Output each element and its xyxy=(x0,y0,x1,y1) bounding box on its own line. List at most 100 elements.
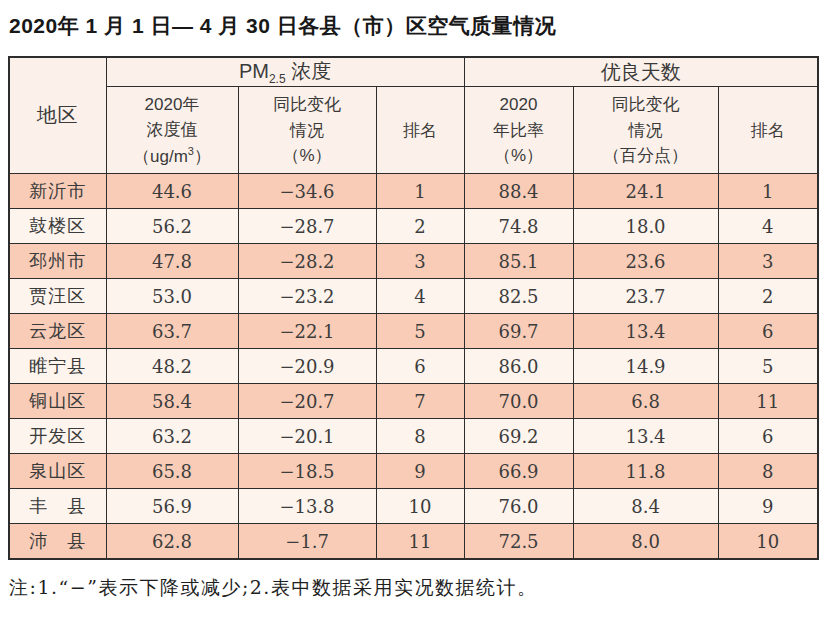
days-change-cell: 18.0 xyxy=(573,209,718,244)
days-ratio-cell: 88.4 xyxy=(464,174,573,209)
header-group-row: 地区 PM2.5 浓度 优良天数 xyxy=(9,57,818,87)
region-cell: 沛 县 xyxy=(9,524,106,560)
pm-value-cell: 56.9 xyxy=(106,489,238,524)
days-change-line2: 情况 xyxy=(576,118,716,144)
days-change-line1: 同比变化 xyxy=(576,92,716,118)
days-ratio-line1: 2020 xyxy=(467,92,571,118)
days-change-cell: 6.8 xyxy=(573,384,718,419)
pm-rank-cell: 7 xyxy=(376,384,464,419)
header-pm-change: 同比变化 情况 （%） xyxy=(238,87,376,174)
pm-value-cell: 58.4 xyxy=(106,384,238,419)
pm-value-cell: 56.2 xyxy=(106,209,238,244)
region-cell: 邳州市 xyxy=(9,244,106,279)
days-change-cell: 24.1 xyxy=(573,174,718,209)
days-rank-cell: 3 xyxy=(718,244,818,279)
pm-rank-cell: 5 xyxy=(376,314,464,349)
header-days-change: 同比变化 情况 （百分点） xyxy=(573,87,718,174)
days-ratio-cell: 69.7 xyxy=(464,314,573,349)
days-change-cell: 8.0 xyxy=(573,524,718,560)
days-ratio-cell: 76.0 xyxy=(464,489,573,524)
table-row: 铜山区 58.4 −20.7 7 70.0 6.8 11 xyxy=(9,384,818,419)
days-rank-cell: 5 xyxy=(718,349,818,384)
table-row: 睢宁县 48.2 −20.9 6 86.0 14.9 5 xyxy=(9,349,818,384)
pm-rank-cell: 2 xyxy=(376,209,464,244)
days-rank-cell: 1 xyxy=(718,174,818,209)
pm-value-cell: 48.2 xyxy=(106,349,238,384)
pm-change-cell: −18.5 xyxy=(238,454,376,489)
pm-value-cell: 63.7 xyxy=(106,314,238,349)
days-ratio-cell: 66.9 xyxy=(464,454,573,489)
pm-rank-cell: 1 xyxy=(376,174,464,209)
pm-change-cell: −20.7 xyxy=(238,384,376,419)
pm-value-cell: 65.8 xyxy=(106,454,238,489)
table-row: 云龙区 63.7 −22.1 5 69.7 13.4 6 xyxy=(9,314,818,349)
header-sub-row: 2020年 浓度值 （ug/m3） 同比变化 情况 （%） 排名 2020 年比… xyxy=(9,87,818,174)
header-pm-value: 2020年 浓度值 （ug/m3） xyxy=(106,87,238,174)
pm-change-cell: −20.1 xyxy=(238,419,376,454)
header-region: 地区 xyxy=(9,57,106,174)
days-change-cell: 13.4 xyxy=(573,419,718,454)
air-quality-table: 地区 PM2.5 浓度 优良天数 2020年 浓度值 （ug/m3） 同比变化 … xyxy=(8,56,819,560)
pm-change-cell: −20.9 xyxy=(238,349,376,384)
days-ratio-cell: 85.1 xyxy=(464,244,573,279)
pm-rank-cell: 4 xyxy=(376,279,464,314)
header-days-ratio: 2020 年比率 （%） xyxy=(464,87,573,174)
days-rank-cell: 6 xyxy=(718,314,818,349)
pm-change-cell: −13.8 xyxy=(238,489,376,524)
table-row: 沛 县 62.8 −1.7 11 72.5 8.0 10 xyxy=(9,524,818,560)
pm-rank-cell: 8 xyxy=(376,419,464,454)
table-row: 丰 县 56.9 −13.8 10 76.0 8.4 9 xyxy=(9,489,818,524)
pm-value-cell: 53.0 xyxy=(106,279,238,314)
region-cell: 铜山区 xyxy=(9,384,106,419)
footnote: 注:1.“−”表示下降或减少;2.表中数据采用实况数据统计。 xyxy=(9,575,817,601)
pm25-label-sub: 2.5 xyxy=(269,72,286,86)
table-row: 新沂市 44.6 −34.6 1 88.4 24.1 1 xyxy=(9,174,818,209)
days-change-cell: 23.7 xyxy=(573,279,718,314)
days-rank-cell: 10 xyxy=(718,524,818,560)
region-cell: 鼓楼区 xyxy=(9,209,106,244)
pm-value-cell: 63.2 xyxy=(106,419,238,454)
header-pm-rank: 排名 xyxy=(376,87,464,174)
page-title: 2020年 1 月 1 日— 4 月 30 日各县（市）区空气质量情况 xyxy=(9,12,817,39)
table-row: 泉山区 65.8 −18.5 9 66.9 11.8 8 xyxy=(9,454,818,489)
table-header: 地区 PM2.5 浓度 优良天数 2020年 浓度值 （ug/m3） 同比变化 … xyxy=(9,57,818,174)
pm-change-cell: −1.7 xyxy=(238,524,376,560)
pm-change-line3: （%） xyxy=(241,143,374,169)
table-body: 新沂市 44.6 −34.6 1 88.4 24.1 1 鼓楼区 56.2 −2… xyxy=(9,174,818,560)
pm-value-cell: 44.6 xyxy=(106,174,238,209)
days-rank-cell: 2 xyxy=(718,279,818,314)
region-cell: 贾汪区 xyxy=(9,279,106,314)
table-row: 邳州市 47.8 −28.2 3 85.1 23.6 3 xyxy=(9,244,818,279)
region-cell: 新沂市 xyxy=(9,174,106,209)
days-change-cell: 8.4 xyxy=(573,489,718,524)
region-cell: 丰 县 xyxy=(9,489,106,524)
header-pm25-group: PM2.5 浓度 xyxy=(106,57,464,87)
days-ratio-line3: （%） xyxy=(467,143,571,169)
days-ratio-cell: 86.0 xyxy=(464,349,573,384)
pm-change-cell: −34.6 xyxy=(238,174,376,209)
days-ratio-cell: 82.5 xyxy=(464,279,573,314)
days-rank-cell: 4 xyxy=(718,209,818,244)
days-rank-cell: 9 xyxy=(718,489,818,524)
pm-value-unit-close: ） xyxy=(194,146,211,165)
pm-rank-cell: 6 xyxy=(376,349,464,384)
pm-value-cell: 62.8 xyxy=(106,524,238,560)
days-ratio-cell: 69.2 xyxy=(464,419,573,454)
pm-value-unit-open: （ug/m xyxy=(133,146,188,165)
pm-change-cell: −28.7 xyxy=(238,209,376,244)
region-cell: 开发区 xyxy=(9,419,106,454)
pm-change-line1: 同比变化 xyxy=(241,92,374,118)
days-change-cell: 13.4 xyxy=(573,314,718,349)
pm-rank-cell: 9 xyxy=(376,454,464,489)
pm-value-line2: 浓度值 xyxy=(109,117,236,143)
pm-rank-cell: 10 xyxy=(376,489,464,524)
header-good-days-group: 优良天数 xyxy=(464,57,818,87)
pm-change-cell: −28.2 xyxy=(238,244,376,279)
days-change-cell: 23.6 xyxy=(573,244,718,279)
days-change-line3: （百分点） xyxy=(576,143,716,169)
pm-change-line2: 情况 xyxy=(241,118,374,144)
pm-rank-cell: 11 xyxy=(376,524,464,560)
pm-value-unit: （ug/m3） xyxy=(109,143,236,169)
pm-change-cell: −22.1 xyxy=(238,314,376,349)
page: 2020年 1 月 1 日— 4 月 30 日各县（市）区空气质量情况 地区 P… xyxy=(0,0,825,620)
